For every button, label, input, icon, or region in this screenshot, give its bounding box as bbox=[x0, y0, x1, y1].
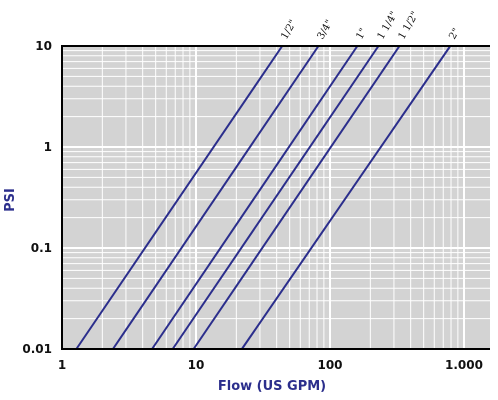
y-axis-title: PSI bbox=[3, 188, 18, 212]
series-labels: 1/2" 3/4" 1" 1 1/4"1 1/2" 2" bbox=[279, 10, 462, 42]
x-axis-title: Flow (US GPM) bbox=[218, 379, 326, 394]
x-tick-label: 1.000 bbox=[445, 358, 483, 372]
x-tick-labels: 1 10 100 1.000 bbox=[58, 358, 483, 372]
series-label-1: 1/2" bbox=[279, 18, 299, 41]
x-tick-label: 1 bbox=[58, 358, 66, 372]
series-line-3 bbox=[151, 45, 359, 350]
series-lines bbox=[75, 45, 452, 350]
y-tick-label: 1 bbox=[44, 140, 52, 154]
series-label-3: 1" bbox=[354, 27, 369, 42]
y-tick-label: 0.1 bbox=[31, 241, 52, 255]
series-label-6: 2" bbox=[447, 27, 462, 42]
series-line-2 bbox=[112, 45, 320, 350]
series-label-2: 3/4" bbox=[316, 18, 336, 41]
x-tick-label: 100 bbox=[317, 358, 342, 372]
y-tick-labels: 10 1 0.1 0.01 bbox=[22, 39, 52, 356]
y-tick-label: 0.01 bbox=[22, 342, 52, 356]
series-line-4 bbox=[171, 45, 380, 350]
x-tick-label: 10 bbox=[188, 358, 205, 372]
y-tick-label: 10 bbox=[35, 39, 52, 53]
series-line-6 bbox=[241, 45, 452, 350]
series-label-5: 1 1/2" bbox=[397, 10, 422, 42]
series-line-1 bbox=[75, 45, 284, 350]
series-line-5 bbox=[192, 45, 401, 350]
